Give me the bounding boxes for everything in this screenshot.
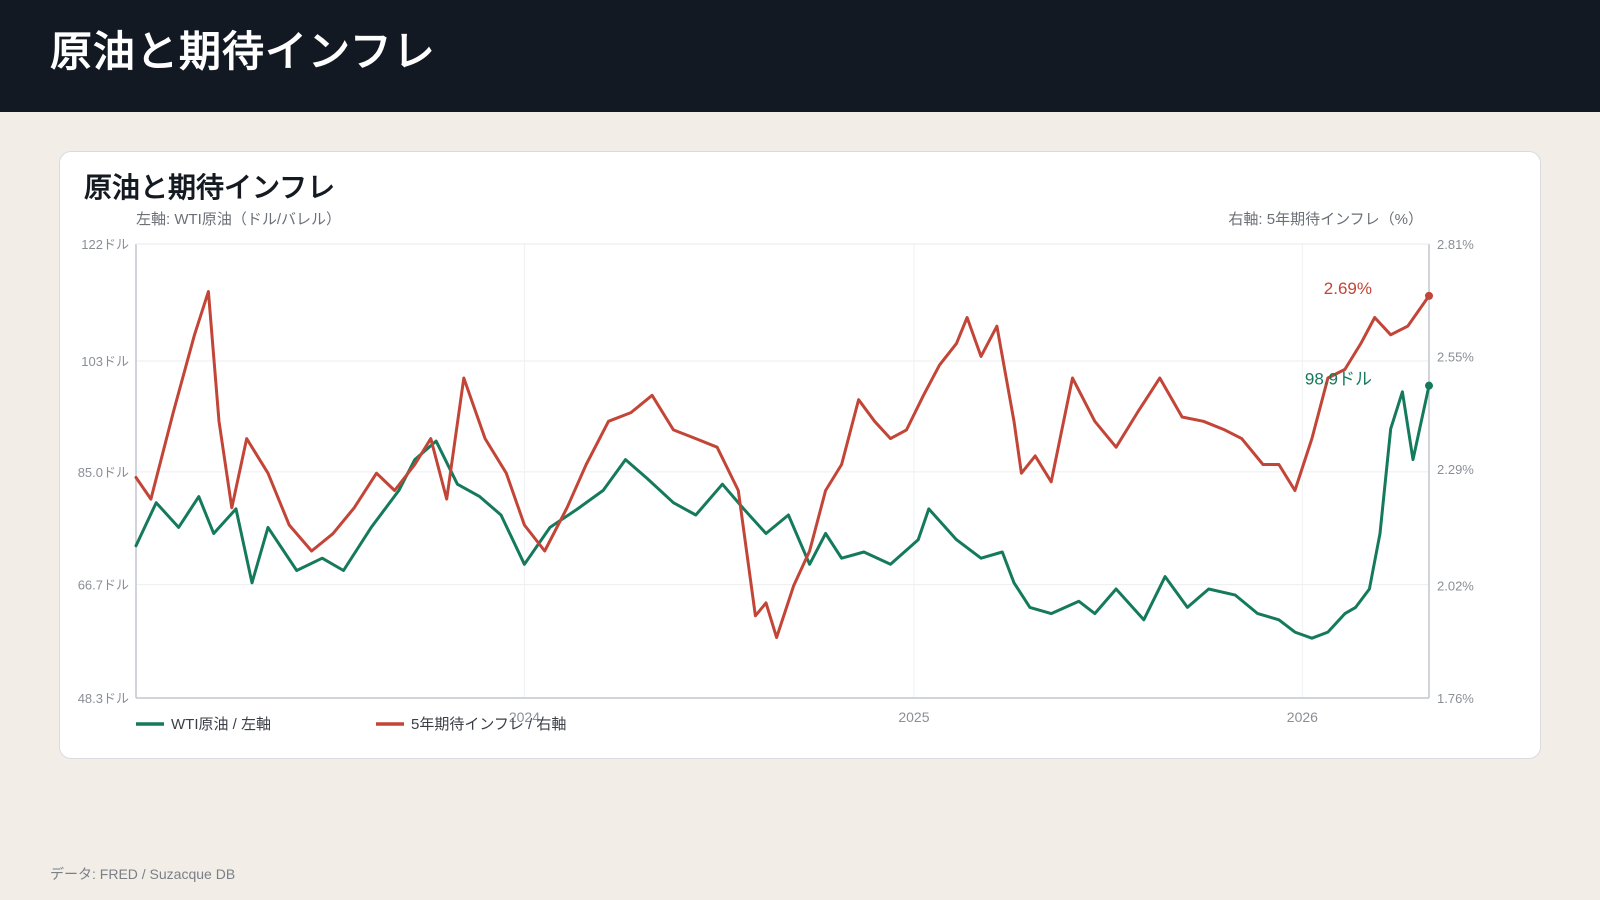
wti-oil-end-label: 98.9ドル [1305,370,1372,389]
right-axis-title: 右軸: 5年期待インフレ（%） [1228,211,1423,228]
right-axis-tick-label: 2.02% [1437,579,1474,594]
wti-oil-end-point [1425,381,1433,390]
chart-title: 原油と期待インフレ [84,171,336,204]
data-source-note: データ: FRED / Suzacque DB [50,866,236,882]
legend-label-inflation: 5年期待インフレ / 右軸 [411,716,566,733]
left-axis-tick-label: 103ドル [81,354,129,369]
inflation-expectation-end-point [1425,291,1433,300]
left-axis-tick-label: 48.3ドル [78,691,129,706]
right-axis-tick-label: 2.29% [1437,462,1474,477]
legend-label-wti: WTI原油 / 左軸 [171,716,271,733]
left-axis-tick-label: 122ドル [81,237,129,252]
x-axis-tick-label: 2025 [898,709,929,725]
header-bar: 原油と期待インフレ [0,0,1600,112]
right-axis-tick-label: 2.81% [1437,237,1474,252]
right-axis-tick-label: 2.55% [1437,349,1474,364]
inflation-expectation-line [134,290,1431,639]
right-axis-tick-label: 1.76% [1437,691,1474,706]
x-axis-tick-label: 2024 [509,709,540,725]
wti-oil-line [134,384,1431,640]
x-axis-tick-label: 2026 [1287,709,1318,725]
page-title: 原油と期待インフレ [50,27,436,76]
chart-card: 原油と期待インフレ 48.3ドル 66.7ドル 85.0ドル 103ドル 122ドル 1.… [59,151,1541,759]
line-chart: 48.3ドル 66.7ドル 85.0ドル 103ドル 122ドル 1.76% 2.02% 2.… [78,211,1475,733]
inflation-expectation-end-label: 2.69% [1324,279,1372,298]
left-axis-tick-label: 66.7ドル [78,578,129,593]
left-axis-title: 左軸: WTI原油（ドル/バレル） [136,211,341,228]
left-axis-tick-label: 85.0ドル [78,465,129,480]
